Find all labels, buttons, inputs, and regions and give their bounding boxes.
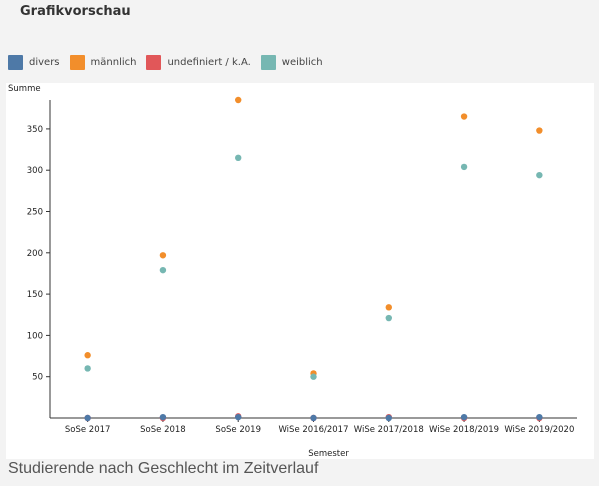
chart-area: Summe Semester 50 100 150 200 250 300 350 SoSe … — [6, 83, 594, 459]
y-tick-label: 300 — [27, 166, 43, 176]
data-point — [385, 414, 392, 422]
legend-swatch — [260, 54, 276, 70]
data-point — [310, 414, 317, 422]
x-tick-label: WiSe 2018/2019 — [429, 425, 499, 435]
data-point — [235, 413, 242, 421]
y-tick-label: 150 — [27, 290, 43, 300]
legend-label: weiblich — [281, 56, 323, 68]
legend-swatch — [69, 54, 85, 70]
legend-label: divers — [29, 56, 60, 68]
axes: 50 100 150 200 250 300 350 SoSe 2017 SoSe 2018 So… — [27, 100, 577, 435]
data-points — [84, 96, 543, 422]
x-tick-label: WiSe 2019/2020 — [504, 425, 574, 435]
x-tick-label: SoSe 2019 — [215, 425, 261, 435]
x-axis-title: Semester — [308, 449, 349, 459]
y-axis-title: Summe — [8, 84, 41, 94]
data-point — [385, 314, 392, 322]
data-point — [536, 171, 543, 179]
data-point — [159, 266, 167, 274]
y-tick-label: 350 — [27, 125, 43, 135]
data-point — [159, 413, 167, 421]
data-point — [460, 413, 468, 421]
legend-swatch — [8, 54, 23, 70]
y-tick-label: 250 — [27, 208, 43, 218]
chart-legend: divers männlich undefiniert / k.A. weiblich — [8, 54, 333, 70]
chart-caption: Studierende nach Geschlecht im Zeitverla… — [8, 460, 319, 477]
data-point — [84, 352, 91, 359]
x-tick-label: WiSe 2016/2017 — [278, 425, 348, 435]
data-point — [385, 304, 392, 311]
y-tick-label: 50 — [32, 373, 43, 383]
x-tick-label: WiSe 2017/2018 — [354, 425, 424, 435]
data-point — [235, 154, 242, 162]
data-point — [536, 413, 543, 421]
legend-swatch — [146, 54, 162, 70]
data-point — [460, 163, 468, 171]
x-tick-label: SoSe 2017 — [65, 425, 111, 435]
legend-item-0[interactable]: divers — [8, 54, 60, 70]
y-tick-label: 200 — [27, 249, 43, 259]
legend-label: undefiniert / k.A. — [167, 56, 251, 68]
legend-item-3[interactable]: weiblich — [260, 54, 323, 70]
legend-label: männlich — [90, 56, 137, 68]
data-point — [159, 252, 167, 259]
data-point — [235, 96, 242, 104]
legend-item-2[interactable]: undefiniert / k.A. — [146, 54, 251, 70]
data-point — [84, 365, 91, 372]
data-point — [310, 373, 317, 380]
scatter-chart: Summe Semester 50 100 150 200 250 300 350 SoSe … — [8, 84, 577, 459]
data-point — [460, 113, 468, 120]
page-title: Grafikvorschau — [20, 4, 131, 19]
data-point — [536, 127, 543, 134]
x-tick-label: SoSe 2018 — [140, 425, 186, 435]
data-point — [84, 414, 91, 422]
y-tick-label: 100 — [27, 331, 43, 341]
legend-item-1[interactable]: männlich — [69, 54, 137, 70]
